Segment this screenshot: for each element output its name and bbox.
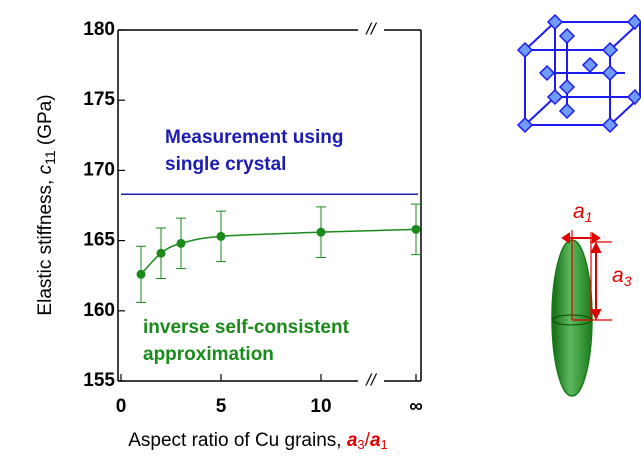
x-tick-label: ∞ [409,396,423,417]
y-tick-label: 160 [83,300,115,321]
x-label-text: Aspect ratio of Cu grains, [128,430,347,451]
annotation: Measurement using [165,127,343,148]
data-point [137,270,146,279]
lattice-edge [525,97,555,125]
y-label-symbol: c [35,164,56,174]
a1-sub: 1 [585,209,593,225]
plot: // // 155 160 165 170 175 180 0 5 10 ∞ Measurement u… [83,19,422,417]
annotation: single crystal [165,154,286,175]
y-tick-label: 165 [83,230,115,251]
fit-curve [141,229,416,274]
data-point [177,239,186,248]
data-point [157,249,166,258]
y-tick-label: 155 [83,370,115,391]
ellipsoid-diagram: a1 a3 [552,200,632,396]
lattice-edge [525,22,555,50]
y-tick-label: 180 [83,19,115,40]
a1-label: a1 [573,200,592,225]
a3-sub: 3 [624,273,632,289]
a3-label: a3 [612,264,632,289]
annotation: inverse self-consistent [143,317,350,338]
y-tick-label: 175 [83,89,115,110]
x-axis-label: Aspect ratio of Cu grains, a3/a1 [128,430,388,452]
a1-arrow [563,234,599,242]
a3-symbol: a [612,264,624,287]
axis-break: // [365,19,378,38]
y-tick-label: 170 [83,159,115,180]
annotation: approximation [143,344,274,365]
y-axis-label: Elastic stiffness, c11 (GPa) [35,94,58,315]
axis-break: // [365,370,378,389]
x-label-den: a [370,430,381,451]
x-label-num-sub: 3 [357,437,364,452]
y-label-text: Elastic stiffness, [35,174,56,315]
y-label-unit: (GPa) [35,94,56,150]
figure: // // 155 160 165 170 175 180 0 5 10 ∞ Measurement u… [0,0,641,458]
x-tick-label: 0 [116,396,127,417]
x-label-num: a [347,430,358,451]
data-point [317,228,326,237]
x-label-den-sub: 1 [381,437,388,452]
x-tick-label: 5 [216,396,227,417]
data-point [412,225,421,234]
x-tick-label: 10 [310,396,331,417]
a1-symbol: a [573,200,585,223]
y-label-subscript: 11 [42,150,58,165]
data-point [217,232,226,241]
a3-arrow [592,244,600,318]
